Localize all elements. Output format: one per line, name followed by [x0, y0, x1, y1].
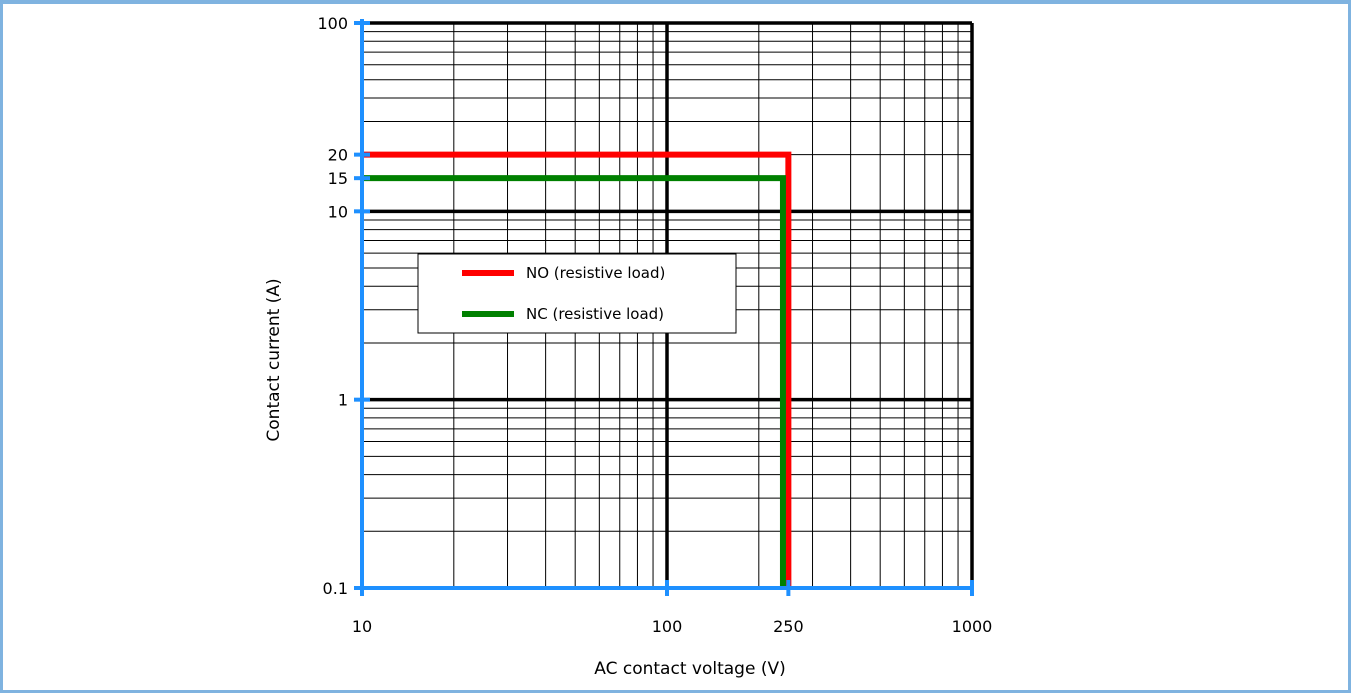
- x-tick-label: 250: [773, 617, 804, 636]
- legend-items: NO (resistive load) NC (resistive load): [462, 264, 665, 323]
- series-line-nc: [362, 175, 786, 588]
- series-layer: [362, 151, 792, 588]
- y-tick-label: 1: [338, 391, 348, 410]
- axes-layer: [354, 19, 974, 596]
- x-tick-label: 100: [652, 617, 683, 636]
- legend-label: NO (resistive load): [526, 264, 665, 282]
- y-tick-label: 15: [328, 169, 348, 188]
- legend: NO (resistive load) NC (resistive load): [417, 253, 737, 334]
- y-tick-label: 10: [328, 202, 348, 221]
- y-tick-label: 20: [328, 146, 348, 165]
- y-tick-label: 0.1: [323, 579, 348, 598]
- x-tick-label: 10: [352, 617, 372, 636]
- legend-label: NC (resistive load): [526, 305, 664, 323]
- x-axis-title: AC contact voltage (V): [594, 659, 785, 679]
- legend-box: [417, 253, 737, 334]
- y-tick-label: 100: [317, 14, 348, 33]
- x-tick-label: 1000: [952, 617, 993, 636]
- tick-labels: 0.1 1 10 15 20 100 10 100 250 1000: [317, 14, 992, 636]
- series-line-no: [362, 151, 792, 588]
- y-axis-title: Contact current (A): [264, 278, 284, 441]
